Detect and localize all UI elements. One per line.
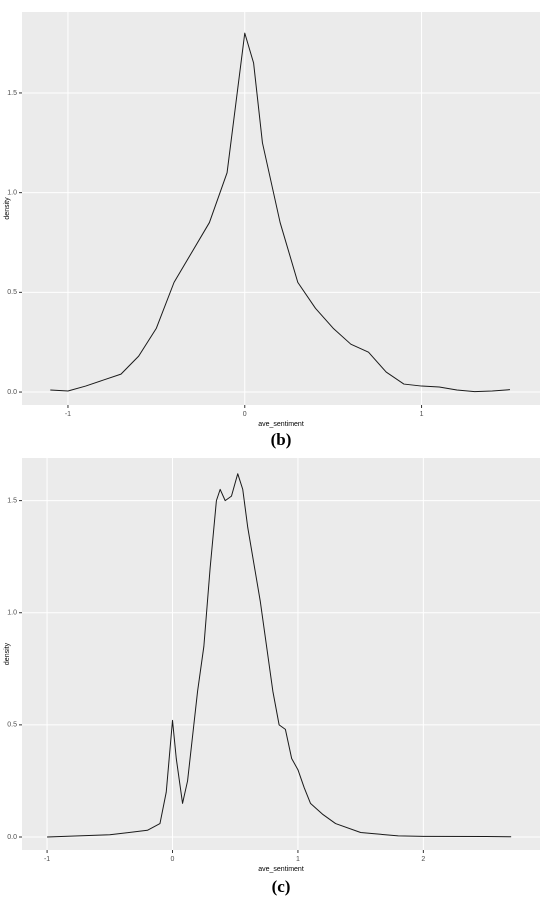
x-tick-label: -1 — [44, 856, 50, 863]
density-line — [50, 32, 510, 393]
x-tick-label: -1 — [65, 411, 71, 418]
plot-panel — [22, 12, 540, 405]
y-tick-label: 1.5 — [7, 90, 17, 97]
caption: (b) — [271, 430, 292, 449]
x-axis-title: ave_sentiment — [258, 866, 304, 873]
x-tick-label: 1 — [420, 411, 424, 418]
x-axis-title: ave_sentiment — [258, 421, 304, 428]
y-tick-label: 0.5 — [7, 722, 17, 729]
x-tick-label: 0 — [171, 856, 175, 863]
y-tick-label: 1.0 — [7, 189, 17, 196]
y-axis-title: density — [4, 642, 11, 665]
x-tick-label: 1 — [296, 856, 300, 863]
density-line — [47, 473, 512, 838]
plot-panel — [22, 458, 540, 850]
caption: (c) — [272, 877, 291, 896]
x-tick-label: 2 — [421, 856, 425, 863]
y-axis-title: density — [4, 197, 11, 220]
y-tick-label: 1.5 — [7, 497, 17, 504]
y-tick-label: 0.0 — [7, 389, 17, 396]
x-tick-label: 0 — [243, 411, 247, 418]
y-tick-label: 0.5 — [7, 289, 17, 296]
y-tick-label: 1.0 — [7, 610, 17, 617]
y-tick-label: 0.0 — [7, 834, 17, 841]
